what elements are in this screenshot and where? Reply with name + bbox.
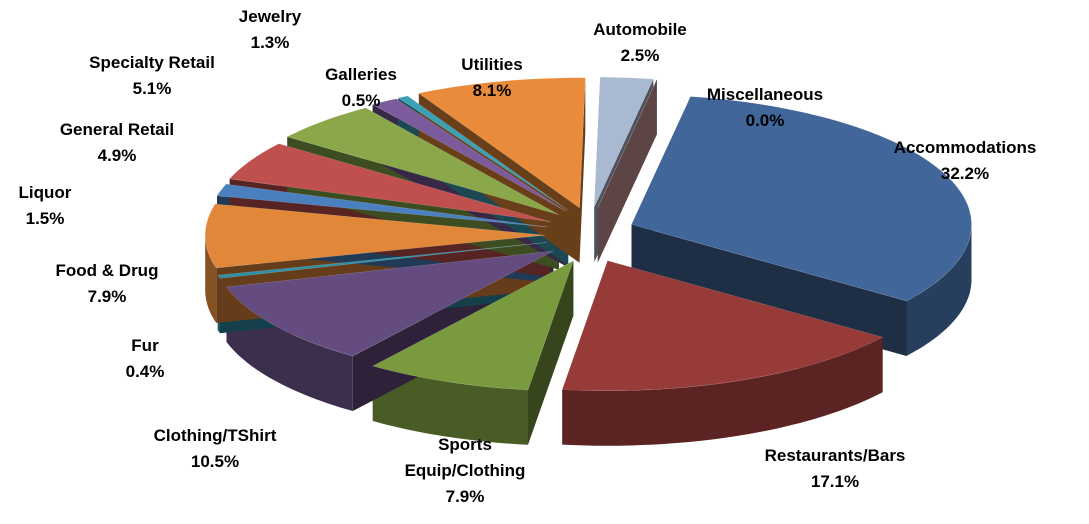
- slice-edge: [579, 77, 586, 263]
- label-name: Utilities: [461, 55, 523, 74]
- slice: [216, 183, 548, 228]
- slice-label: Clothing/TShirt 10.5%: [130, 423, 300, 475]
- label-value: 0.0%: [745, 111, 785, 130]
- label-value: 4.9%: [97, 146, 137, 165]
- label-name: General Retail: [59, 120, 175, 139]
- label-value: 8.1%: [472, 81, 512, 100]
- slice-label: Liquor 1.5%: [0, 180, 130, 232]
- slice-side: [562, 337, 883, 446]
- label-name: Restaurants/Bars: [764, 446, 906, 465]
- label-name: Accommodations: [893, 138, 1037, 157]
- label-value: 7.9%: [445, 487, 485, 506]
- slice-side: [372, 366, 528, 445]
- slice-label: Restaurants/Bars 17.1%: [750, 443, 920, 495]
- slice: [397, 95, 569, 211]
- slice-edge: [597, 79, 657, 263]
- slice: [561, 260, 884, 391]
- slice: [594, 76, 654, 208]
- slice-side: [906, 224, 972, 356]
- label-name: Miscellaneous: [706, 85, 824, 104]
- slice-label: Miscellaneous 0.0%: [680, 82, 850, 134]
- label-name: Fur: [131, 336, 159, 355]
- slice: [286, 107, 560, 216]
- slice: [372, 260, 574, 391]
- label-name: Automobile: [593, 20, 687, 39]
- slice-label: Utilities 8.1%: [407, 52, 577, 104]
- slice-label: Food & Drug 7.9%: [22, 258, 192, 310]
- label-value: 7.9%: [87, 287, 127, 306]
- slice-label: Accommodations 32.2%: [880, 135, 1050, 187]
- slice-edge: [631, 224, 907, 356]
- slice: [229, 143, 551, 223]
- slice: [371, 98, 567, 212]
- slice-label: General Retail 4.9%: [32, 117, 202, 169]
- slice: [631, 96, 972, 302]
- label-name: Clothing/TShirt: [153, 426, 277, 445]
- label-value: 0.5%: [341, 91, 381, 110]
- label-value: 32.2%: [940, 164, 990, 183]
- label-name: Galleries: [325, 65, 397, 84]
- slice-label: Galleries 0.5%: [276, 62, 446, 114]
- label-name: Specialty Retail: [89, 53, 215, 72]
- label-value: 0.4%: [125, 362, 165, 381]
- slice-side: [205, 235, 217, 323]
- slice-label: Automobile 2.5%: [555, 17, 725, 69]
- slice: [217, 242, 547, 279]
- label-value: 17.1%: [810, 472, 860, 491]
- label-name: Liquor: [18, 183, 72, 202]
- label-name: Food & Drug: [55, 261, 159, 280]
- label-value: 5.1%: [132, 79, 172, 98]
- slice-label: Jewelry 1.3%: [185, 4, 355, 56]
- label-value: 1.5%: [25, 209, 65, 228]
- slice: [418, 77, 586, 209]
- label-name: Sports Equip/Clothing: [404, 435, 526, 480]
- slice: [597, 79, 658, 208]
- slice: [204, 203, 546, 269]
- label-value: 2.5%: [620, 46, 660, 65]
- slice-label: Specialty Retail 5.1%: [67, 50, 237, 102]
- label-value: 1.3%: [250, 33, 290, 52]
- slice: [226, 250, 554, 357]
- slice-label: Sports Equip/Clothing 7.9%: [390, 432, 540, 510]
- label-value: 10.5%: [190, 452, 240, 471]
- label-name: Jewelry: [238, 7, 302, 26]
- slice-label: Fur 0.4%: [60, 333, 230, 385]
